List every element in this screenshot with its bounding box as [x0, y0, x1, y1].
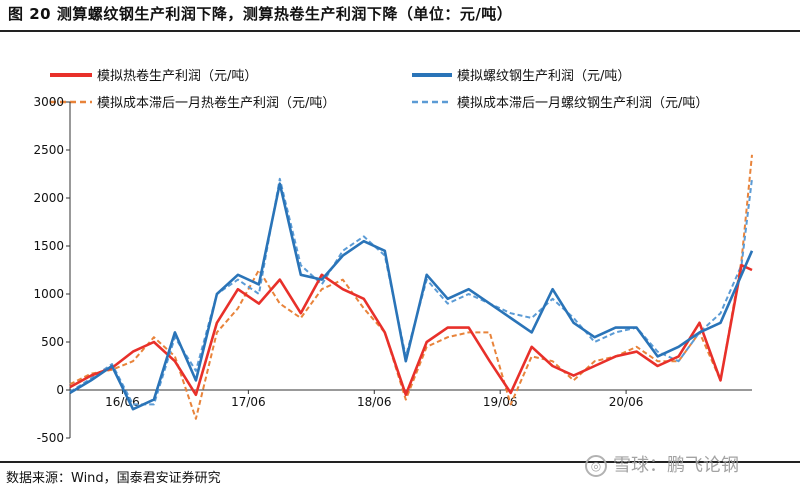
x-tick-label: 17/06: [231, 395, 266, 409]
legend-item-rebar-lagged: 模拟成本滞后一月螺纹钢生产利润（元/吨）: [412, 96, 708, 111]
legend: 模拟热卷生产利润（元/吨） 模拟螺纹钢生产利润（元/吨） 模拟成本滞后一月热卷生…: [50, 68, 708, 111]
series-layer: [69, 154, 754, 420]
legend-item-rebar: 模拟螺纹钢生产利润（元/吨）: [412, 69, 630, 84]
x-tick-label: 20/06: [609, 395, 644, 409]
source-note: 数据来源：Wind，国泰君安证券研究: [6, 471, 221, 486]
series-line-3: [69, 177, 753, 406]
title-rule: [0, 30, 800, 32]
x-tick-label: 16/06: [105, 395, 140, 409]
y-tick-label: 1500: [33, 239, 64, 253]
watermark-text: 雪球：鹏飞论钢: [613, 455, 739, 476]
figure-title: 图 20 测算螺纹钢生产利润下降，测算热卷生产利润下降（单位：元/吨）: [8, 5, 513, 23]
snowball-logo-icon: ◎: [585, 455, 607, 477]
y-tick-label: 2500: [33, 143, 64, 157]
legend-label-rebar-lagged: 模拟成本滞后一月螺纹钢生产利润（元/吨）: [457, 96, 708, 111]
legend-item-hot-rolled-lagged: 模拟成本滞后一月热卷生产利润（元/吨）: [50, 95, 335, 111]
legend-label-hot-rolled-lagged: 模拟成本滞后一月热卷生产利润（元/吨）: [97, 95, 335, 111]
series-line-2: [69, 154, 753, 420]
series-line-1: [69, 182, 754, 411]
legend-label-hot-rolled: 模拟热卷生产利润（元/吨）: [97, 68, 257, 84]
series-line-0: [69, 263, 753, 397]
legend-item-hot-rolled: 模拟热卷生产利润（元/吨）: [50, 68, 257, 84]
y-tick-label: 500: [41, 335, 64, 349]
x-tick-label: 18/06: [357, 395, 392, 409]
watermark: ◎ 雪球：鹏飞论钢: [585, 451, 739, 477]
y-tick-label: 3000: [33, 95, 64, 109]
y-tick-label: -500: [37, 431, 64, 445]
y-tick-label: 1000: [33, 287, 64, 301]
axes: 3000 2500 2000 1500 1000 500 0 -500 16/06 17/06 18…: [33, 95, 752, 445]
footer-rule: [0, 461, 800, 463]
y-tick-label: 2000: [33, 191, 64, 205]
y-tick-label: 0: [56, 383, 64, 397]
line-chart: 模拟热卷生产利润（元/吨） 模拟螺纹钢生产利润（元/吨） 模拟成本滞后一月热卷生…: [33, 68, 754, 445]
legend-label-rebar: 模拟螺纹钢生产利润（元/吨）: [457, 69, 630, 84]
